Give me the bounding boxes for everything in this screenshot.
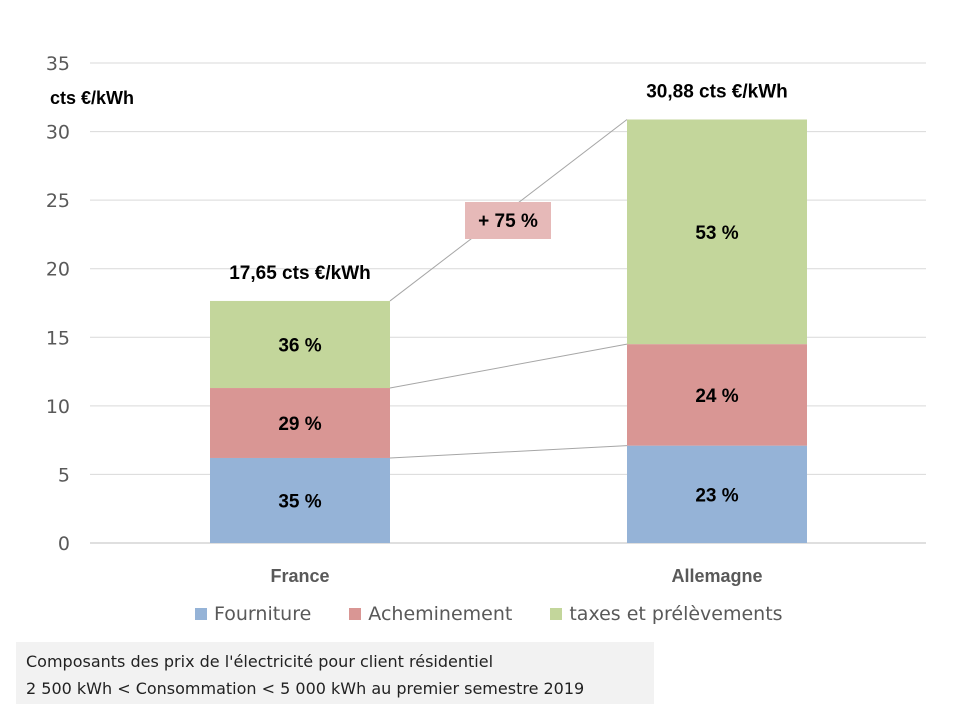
y-tick-label: 25: [46, 190, 70, 212]
legend-label-acheminement: Acheminement: [368, 603, 513, 625]
data-label: 53 %: [695, 223, 738, 244]
y-axis-label: cts €/kWh: [50, 88, 134, 108]
bar-segment: [210, 457, 390, 543]
legend-item-fourniture: Fourniture: [195, 603, 311, 625]
y-tick-label: 30: [46, 122, 70, 144]
bar-segment: [627, 344, 807, 446]
y-tick-label: 20: [46, 259, 70, 281]
data-label: 35 %: [278, 491, 321, 512]
total-label: 17,65 cts €/kWh: [229, 263, 371, 284]
category-label: Allemagne: [671, 566, 762, 586]
annotation-box: [465, 202, 551, 239]
note-line-2: 2 500 kWh < Consommation < 5 000 kWh au …: [26, 679, 585, 698]
data-label: 36 %: [278, 335, 321, 356]
legend-swatch-acheminement: [349, 608, 362, 620]
y-tick-label: 0: [58, 533, 70, 555]
stacked-bar-chart: 0 5 10 15 20 25 30 35 cts €/kWh 35 % 29 % 36 % 17,65…: [46, 53, 926, 586]
legend-item-acheminement: Acheminement: [349, 603, 512, 625]
data-label: 23 %: [695, 485, 738, 506]
legend-swatch-taxes: [550, 608, 563, 620]
bar-segment: [210, 300, 390, 389]
legend-label-taxes: taxes et prélèvements: [569, 603, 783, 625]
category-label: France: [270, 566, 329, 586]
legend: Fourniture Acheminement taxes et prélève…: [195, 603, 783, 625]
y-tick-label: 35: [46, 53, 70, 75]
bar-segment: [627, 445, 807, 543]
data-label: 24 %: [695, 386, 738, 407]
total-label: 30,88 cts €/kWh: [646, 82, 788, 103]
y-tick-label: 10: [46, 396, 70, 418]
legend-label-fourniture: Fourniture: [214, 603, 312, 625]
bar-segment: [210, 388, 390, 458]
annotation-label: + 75 %: [478, 211, 538, 232]
bar-segment: [627, 119, 807, 345]
note-line-1: Composants des prix de l'électricité pou…: [26, 652, 494, 671]
chart-note: Composants des prix de l'électricité pou…: [16, 642, 654, 704]
data-label: 29 %: [278, 414, 321, 435]
connector-line: [389, 445, 628, 459]
legend-item-taxes: taxes et prélèvements: [550, 603, 783, 625]
legend-swatch-fourniture: [195, 608, 207, 620]
connector-line: [389, 343, 628, 389]
y-tick-label: 15: [46, 327, 70, 349]
y-tick-label: 5: [58, 464, 70, 486]
